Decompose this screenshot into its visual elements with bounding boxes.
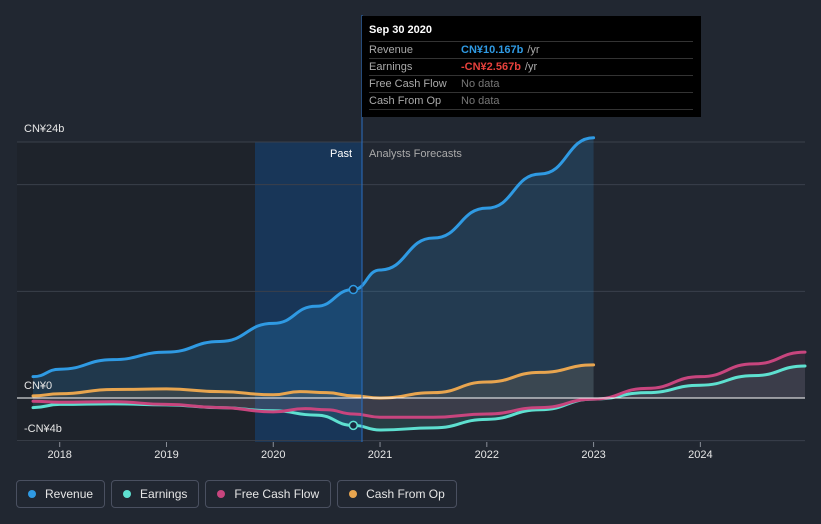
tooltip: Sep 30 2020 Revenue CN¥10.167b /yr Earni… (362, 16, 701, 117)
y-label-zero: CN¥0 (24, 380, 53, 392)
legend-cash-from-op[interactable]: Cash From Op (337, 480, 457, 508)
tooltip-date: Sep 30 2020 (369, 24, 432, 36)
series-markers (348, 284, 359, 431)
legend-revenue-dot (28, 490, 36, 498)
forecast-label: Analysts Forecasts (369, 148, 462, 160)
y-label-bottom: -CN¥4b (24, 423, 62, 435)
tooltip-row-fcf: Free Cash Flow No data (369, 75, 693, 92)
legend-fcf-dot (217, 490, 226, 498)
x-axis-ticks: 2018 2019 2020 2021 2022 2023 2024 (47, 442, 713, 461)
line-revenue (31, 136, 596, 379)
earnings-marker (348, 420, 359, 431)
tooltip-row-earnings: Earnings -CN¥2.567b /yr (369, 58, 693, 75)
legend-free-cash-flow[interactable]: Free Cash Flow (205, 480, 332, 508)
past-label: Past (330, 148, 352, 160)
revenue-marker (348, 284, 359, 295)
legend: Revenue Earnings Free Cash Flow Cash Fro… (16, 480, 457, 508)
x-tick-label-2024: 2024 (688, 449, 712, 461)
y-label-top: CN¥24b (24, 123, 65, 135)
x-tick-label-2021: 2021 (368, 449, 392, 461)
legend-earnings[interactable]: Earnings (111, 480, 200, 508)
legend-cfo-dot (349, 490, 358, 498)
x-tick-label-2020: 2020 (261, 449, 285, 461)
legend-revenue[interactable]: Revenue (16, 480, 106, 508)
x-tick-label-2023: 2023 (581, 449, 605, 461)
grid-lines (17, 141, 805, 442)
line-free-cash-flow (31, 350, 807, 419)
x-tick-label-2018: 2018 (47, 449, 71, 461)
legend-earnings-dot (123, 490, 132, 498)
x-tick-label-2022: 2022 (475, 449, 499, 461)
line-cash-from-op (31, 363, 596, 400)
tooltip-row-cfo: Cash From Op No data (369, 92, 693, 110)
area-revenue (33, 137, 594, 398)
tooltip-row-revenue: Revenue CN¥10.167b /yr (369, 41, 693, 58)
area-free-cash-flow (33, 352, 806, 418)
series-lines (31, 136, 807, 432)
x-tick-label-2019: 2019 (154, 449, 178, 461)
chart-area: Past Analysts Forecasts 2018 2019 2020 2021… (17, 15, 807, 461)
